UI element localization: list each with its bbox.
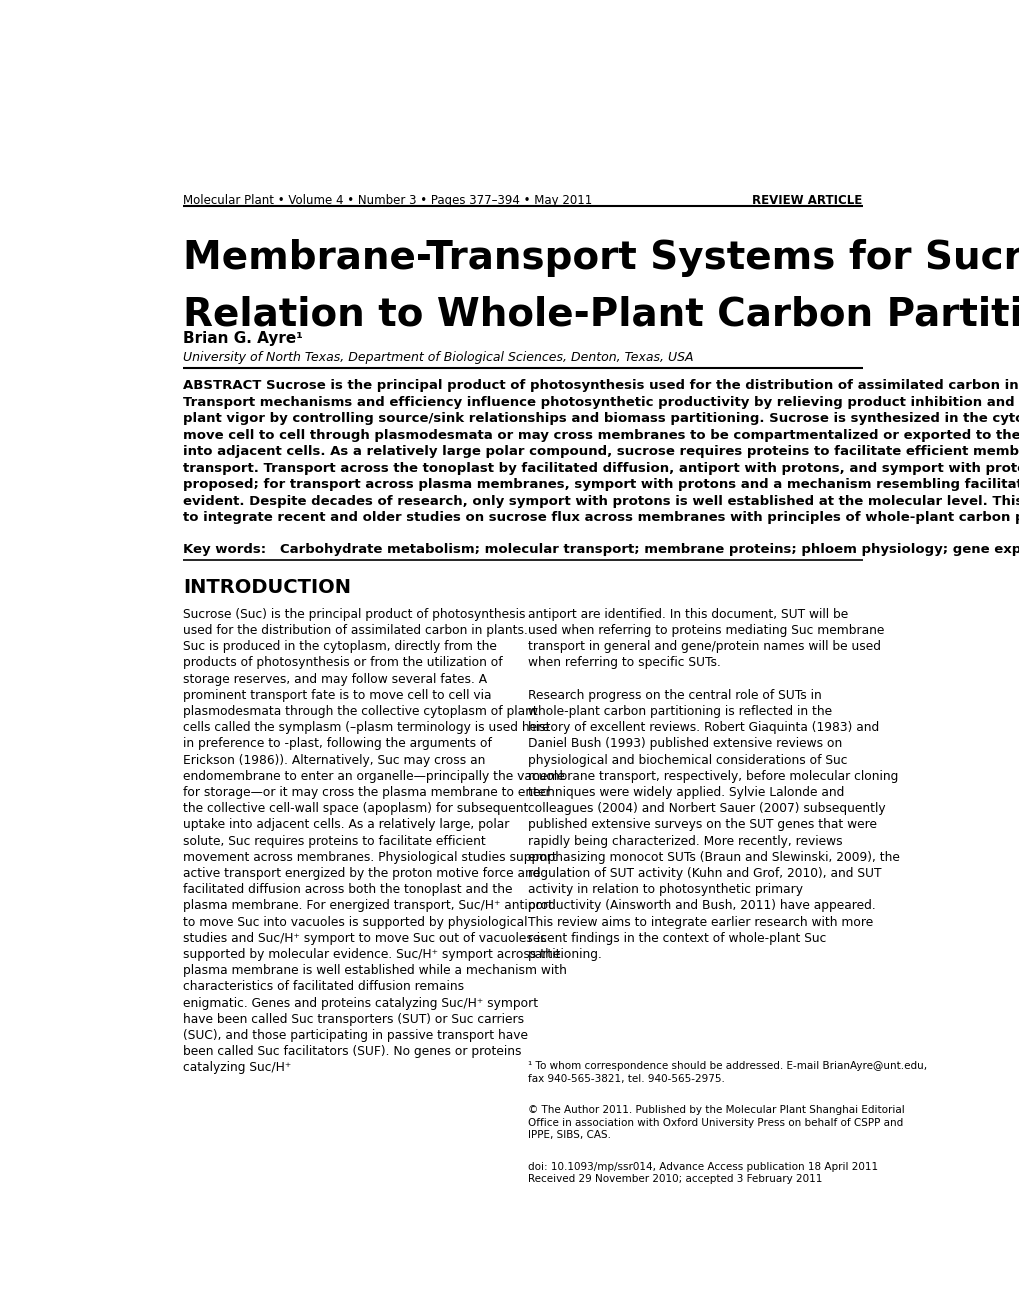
Text: University of North Texas, Department of Biological Sciences, Denton, Texas, USA: University of North Texas, Department of… <box>182 351 693 364</box>
Text: Key words:   Carbohydrate metabolism; molecular transport; membrane proteins; ph: Key words: Carbohydrate metabolism; mole… <box>182 542 1019 555</box>
Text: ABSTRACT Sucrose is the principal product of photosynthesis used for the distrib: ABSTRACT Sucrose is the principal produc… <box>182 379 1019 524</box>
Text: Relation to Whole-Plant Carbon Partitioning: Relation to Whole-Plant Carbon Partition… <box>182 296 1019 334</box>
Text: REVIEW ARTICLE: REVIEW ARTICLE <box>752 194 862 207</box>
Text: antiport are identified. In this document, SUT will be
used when referring to pr: antiport are identified. In this documen… <box>528 607 900 962</box>
Text: Brian G. Ayre¹: Brian G. Ayre¹ <box>182 331 303 345</box>
Text: Molecular Plant • Volume 4 • Number 3 • Pages 377–394 • May 2011: Molecular Plant • Volume 4 • Number 3 • … <box>182 194 591 207</box>
Text: Sucrose (Suc) is the principal product of photosynthesis
used for the distributi: Sucrose (Suc) is the principal product o… <box>182 607 567 1075</box>
Text: doi: 10.1093/mp/ssr014, Advance Access publication 18 April 2011
Received 29 Nov: doi: 10.1093/mp/ssr014, Advance Access p… <box>528 1162 877 1184</box>
Text: ¹ To whom correspondence should be addressed. E-mail BrianAyre@unt.edu,
fax 940-: ¹ To whom correspondence should be addre… <box>528 1062 926 1084</box>
Text: INTRODUCTION: INTRODUCTION <box>182 577 351 597</box>
Text: © The Author 2011. Published by the Molecular Plant Shanghai Editorial
Office in: © The Author 2011. Published by the Mole… <box>528 1105 904 1140</box>
Text: Membrane-Transport Systems for Sucrose in: Membrane-Transport Systems for Sucrose i… <box>182 238 1019 276</box>
